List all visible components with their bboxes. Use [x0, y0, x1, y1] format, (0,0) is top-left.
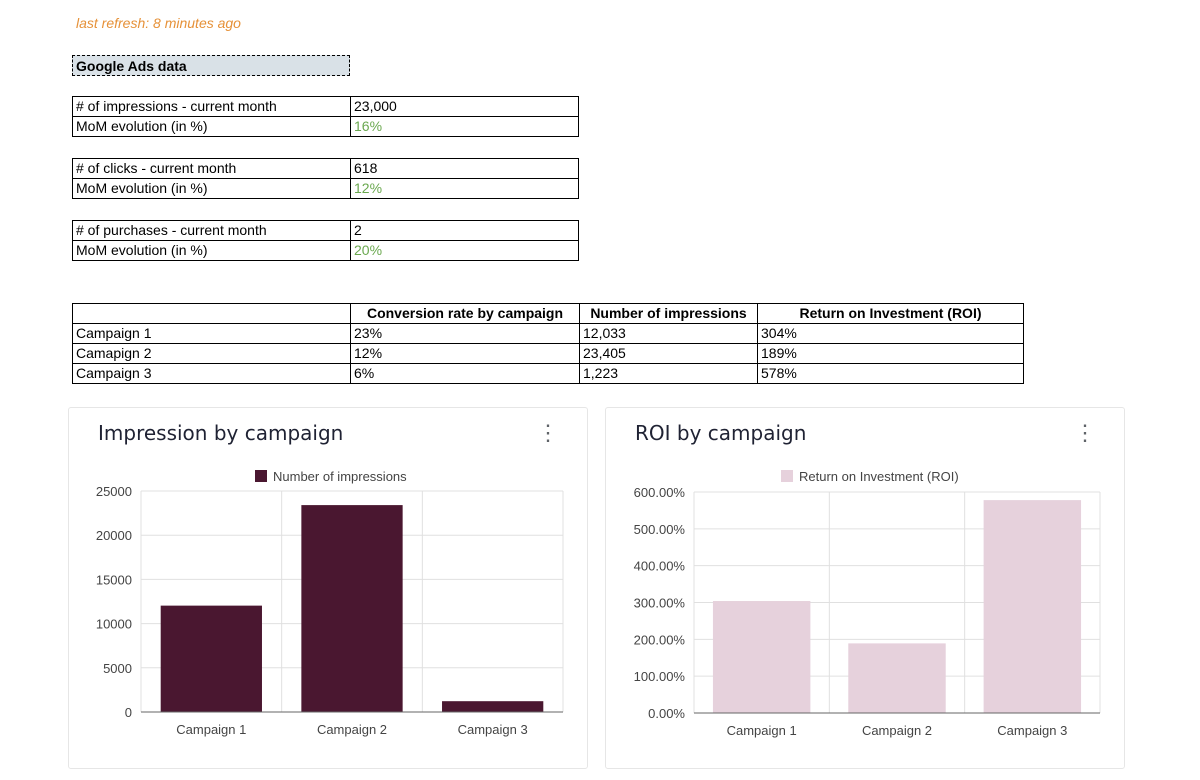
impressions-cell[interactable]: 1,223	[579, 363, 758, 384]
header-roi[interactable]: Return on Investment (ROI)	[757, 303, 1024, 324]
legend-swatch	[781, 470, 793, 482]
kpi-value[interactable]: 2	[350, 220, 579, 241]
y-tick-label: 200.00%	[634, 632, 686, 647]
kpi-row: MoM evolution (in %) 20%	[72, 240, 579, 261]
kpi-row: MoM evolution (in %) 16%	[72, 116, 579, 137]
roi-bar-chart: 0.00% 100.00% 200.00% 300.00% 400.00% 500.00%…	[634, 469, 1101, 738]
kpi-mom-value[interactable]: 12%	[350, 178, 579, 199]
bar	[983, 500, 1082, 713]
y-tick-label: 500.00%	[634, 522, 686, 537]
x-tick-label: Campaign 2	[862, 723, 932, 738]
kpi-mom-value[interactable]: 16%	[350, 116, 579, 137]
roi-cell[interactable]: 578%	[757, 363, 1024, 384]
y-tick-label: 100.00%	[634, 669, 686, 684]
campaign-table: Conversion rate by campaign Number of im…	[72, 303, 1024, 384]
bar	[848, 643, 946, 713]
bar	[442, 701, 544, 712]
bar	[160, 605, 262, 712]
y-tick-label: 600.00%	[634, 485, 686, 500]
kpi-label[interactable]: # of impressions - current month	[72, 96, 351, 117]
conversion-rate-cell[interactable]: 6%	[350, 363, 580, 384]
kpi-row: MoM evolution (in %) 12%	[72, 178, 579, 199]
header-impressions[interactable]: Number of impressions	[579, 303, 758, 324]
x-tick-label: Campaign 3	[997, 723, 1067, 738]
kpi-impressions-table: # of impressions - current month 23,000 …	[72, 96, 579, 137]
roi-cell[interactable]: 304%	[757, 323, 1024, 344]
y-tick-label: 25000	[96, 484, 132, 499]
kpi-mom-label[interactable]: MoM evolution (in %)	[72, 178, 351, 199]
bar	[301, 505, 403, 712]
chart-title: Impression by campaign	[98, 421, 344, 445]
kpi-label[interactable]: # of clicks - current month	[72, 158, 351, 179]
campaign-name-cell[interactable]: Campaign 3	[72, 363, 351, 384]
y-tick-label: 10000	[96, 617, 132, 632]
campaign-name-cell[interactable]: Campaign 1	[72, 323, 351, 344]
impressions-bar-chart: 0 5000 10000 15000 20000 25000 Campaign 1 Campa…	[96, 469, 564, 737]
kpi-value[interactable]: 23,000	[350, 96, 579, 117]
x-tick-label: Campaign 3	[458, 722, 528, 737]
table-row: Camapign 2 12% 23,405 189%	[72, 343, 1024, 364]
impressions-cell[interactable]: 12,033	[579, 323, 758, 344]
chart-title: ROI by campaign	[635, 421, 807, 445]
kpi-clicks-table: # of clicks - current month 618 MoM evol…	[72, 158, 579, 199]
campaign-name-cell[interactable]: Camapign 2	[72, 343, 351, 364]
kpi-mom-label[interactable]: MoM evolution (in %)	[72, 116, 351, 137]
campaign-header-row: Conversion rate by campaign Number of im…	[72, 303, 1024, 324]
conversion-rate-cell[interactable]: 23%	[350, 323, 580, 344]
header-conversion-rate[interactable]: Conversion rate by campaign	[350, 303, 580, 324]
header-cell-empty[interactable]	[72, 303, 351, 324]
x-tick-label: Campaign 2	[317, 722, 387, 737]
last-refresh-text: last refresh: 8 minutes ago	[76, 15, 241, 31]
conversion-rate-cell[interactable]: 12%	[350, 343, 580, 364]
roi-chart-card[interactable]: ROI by campaign ⋮ 0.00% 100.00% 200.00% 300…	[605, 407, 1125, 769]
impressions-cell[interactable]: 23,405	[579, 343, 758, 364]
y-tick-label: 15000	[96, 572, 132, 587]
y-tick-label: 0.00%	[648, 706, 685, 721]
table-row: Campaign 1 23% 12,033 304%	[72, 323, 1024, 344]
kpi-mom-label[interactable]: MoM evolution (in %)	[72, 240, 351, 261]
y-tick-label: 5000	[103, 661, 132, 676]
x-tick-label: Campaign 1	[727, 723, 797, 738]
bar	[712, 601, 811, 713]
kpi-row: # of purchases - current month 2	[72, 220, 579, 241]
roi-cell[interactable]: 189%	[757, 343, 1024, 364]
kpi-mom-value[interactable]: 20%	[350, 240, 579, 261]
x-tick-label: Campaign 1	[176, 722, 246, 737]
impressions-chart-card[interactable]: Impression by campaign ⋮ 0 5000 10000 15000…	[68, 407, 588, 769]
legend-label: Number of impressions	[273, 469, 407, 484]
y-tick-label: 300.00%	[634, 596, 686, 611]
legend-swatch	[255, 470, 267, 482]
y-tick-label: 0	[125, 705, 132, 720]
kpi-purchases-table: # of purchases - current month 2 MoM evo…	[72, 220, 579, 261]
kpi-row: # of impressions - current month 23,000	[72, 96, 579, 117]
kpi-label[interactable]: # of purchases - current month	[72, 220, 351, 241]
table-row: Campaign 3 6% 1,223 578%	[72, 363, 1024, 384]
y-tick-label: 400.00%	[634, 559, 686, 574]
kpi-row: # of clicks - current month 618	[72, 158, 579, 179]
y-tick-label: 20000	[96, 528, 132, 543]
kpi-value[interactable]: 618	[350, 158, 579, 179]
section-title-cell[interactable]: Google Ads data	[72, 55, 350, 76]
legend-label: Return on Investment (ROI)	[799, 469, 959, 484]
